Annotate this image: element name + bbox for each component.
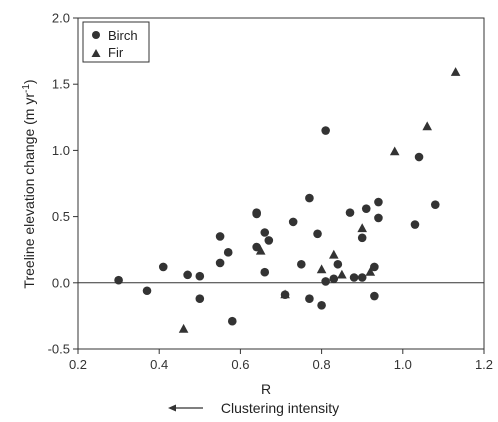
birch-point [374,213,383,223]
fir-point [365,267,376,276]
y-tick-label: 1.0 [52,143,70,158]
y-tick-label: -0.5 [48,342,70,357]
x-tick-label: 0.8 [313,357,331,372]
birch-point [321,126,330,135]
legend-fir-marker [91,49,101,57]
birch-point [333,259,343,269]
birch-point [430,200,440,209]
fir-point [337,269,347,279]
arrow-head [168,404,176,412]
legend: Birch Fir [82,21,150,63]
birch-point [414,152,424,162]
birch-point [410,220,420,229]
birch-point [227,316,237,326]
fir-point [280,289,290,299]
x-axis-title: R [261,381,271,397]
birch-point [317,301,326,310]
birch-point [313,229,322,239]
birch-point [357,233,367,243]
birch-point [288,217,298,227]
clustering-intensity-label: Clustering intensity [221,400,339,416]
plot-area [77,17,485,350]
birch-point [374,197,383,207]
legend-fir-label: Fir [108,45,124,60]
y-axis-ticks: -0.5 0.0 0.5 1.0 1.5 2.0 [48,11,78,357]
birch-point [158,262,168,272]
birch-point [195,271,205,281]
y-tick-label: 0.0 [52,275,70,290]
birch-point [215,232,225,241]
birch-point [114,275,123,285]
fir-point [178,323,189,333]
legend-birch-marker [92,31,100,39]
y-tick-label: 0.5 [52,209,70,224]
birch-point [321,277,330,286]
birch-point [297,259,306,269]
birch-point [142,286,152,296]
birch-point [349,273,359,282]
birch-point [345,208,355,217]
x-axis-ticks: 0.2 0.4 0.6 0.8 1.0 1.2 [69,349,493,372]
fir-point [357,223,367,233]
x-tick-label: 1.2 [475,357,493,372]
data-points [114,67,461,333]
y-tick-label: 1.5 [52,77,70,92]
x-tick-label: 0.4 [150,357,168,372]
fir-point [255,245,266,255]
clustering-arrow [168,404,203,412]
y-axis-title-sup: -1 [21,84,32,93]
fir-point [329,249,339,259]
birch-point [357,273,367,282]
fir-point [422,121,432,131]
birch-point [361,204,371,213]
x-tick-label: 1.0 [394,357,412,372]
x-tick-label: 0.2 [69,357,87,372]
y-axis-title: Treeline elevation change (m yr-1) [21,79,37,288]
birch-point [305,193,314,203]
birch-point [223,248,233,257]
birch-point [195,294,205,303]
x-tick-label: 0.6 [231,357,249,372]
birch-point [215,258,225,268]
y-tick-label: 2.0 [52,11,70,26]
birch-point [260,228,270,237]
birch-point [252,242,261,252]
fir-point [316,264,327,274]
birch-point [305,294,314,303]
fir-point [450,67,461,76]
birch-point [260,267,270,277]
birch-point [370,262,379,272]
birch-point [183,270,192,280]
birch-point [370,291,379,301]
birch-point [329,274,339,284]
legend-birch-label: Birch [108,28,138,43]
y-axis-title-end: ) [21,79,37,84]
birch-point [264,236,274,245]
fir-point [389,146,400,156]
birch-point [252,209,261,219]
y-axis-title-main: Treeline elevation change (m yr [21,93,37,289]
